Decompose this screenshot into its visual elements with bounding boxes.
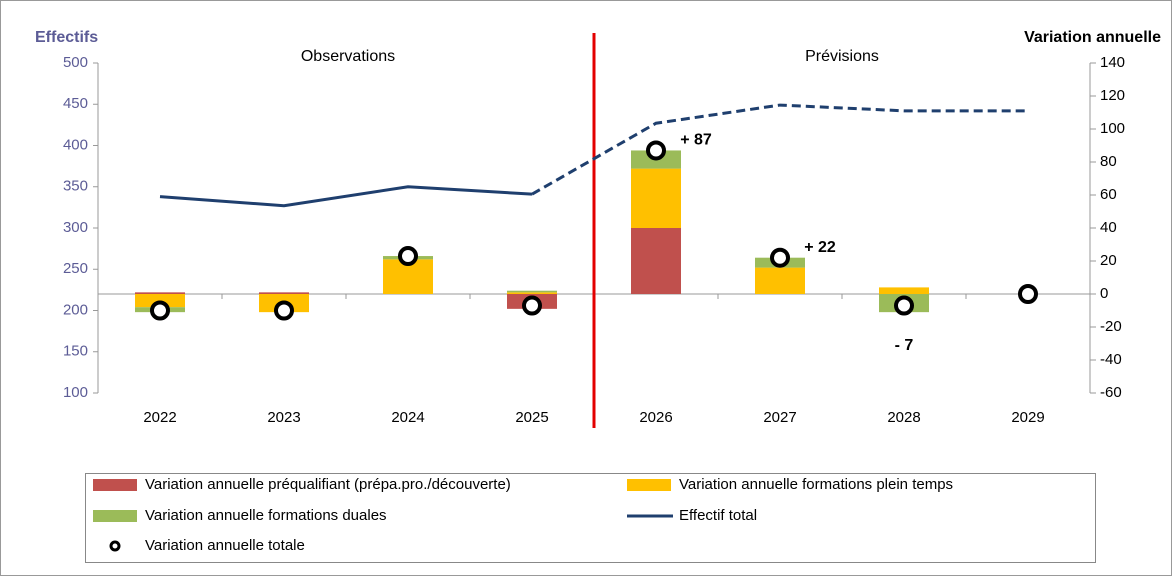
y2-tick-label: 100 [1100, 120, 1125, 137]
y2-tick-label: 60 [1100, 186, 1117, 203]
y2-tick-label: 0 [1100, 285, 1108, 302]
x-tick-label: 2029 [1011, 409, 1044, 426]
y-tick-label: 400 [63, 136, 88, 153]
x-tick-label: 2026 [639, 409, 672, 426]
bar [507, 290, 557, 293]
x-tick-label: 2022 [143, 409, 176, 426]
marker [150, 300, 170, 321]
legend-swatch [93, 479, 137, 491]
y2-tick-label: -60 [1100, 384, 1122, 401]
legend-swatch [109, 540, 121, 552]
bar [755, 267, 805, 294]
legend-label: Effectif total [679, 507, 757, 524]
y-tick-label: 350 [63, 178, 88, 195]
y-tick-label: 300 [63, 219, 88, 236]
bar [879, 287, 929, 294]
legend-label: Variation annuelle formations plein temp… [679, 476, 953, 493]
data-label: + 87 [680, 132, 712, 149]
legend-swatch [93, 510, 137, 522]
x-tick-label: 2024 [391, 409, 424, 426]
annotation: Observations [301, 48, 395, 65]
x-tick-label: 2028 [887, 409, 920, 426]
y-tick-label: 100 [63, 384, 88, 401]
legend-swatch [627, 479, 671, 491]
bar [259, 292, 309, 294]
bar [135, 292, 185, 294]
marker [398, 246, 418, 267]
marker [770, 247, 790, 268]
y-tick-label: 150 [63, 343, 88, 360]
y2-tick-label: 140 [1100, 54, 1125, 71]
y2-tick-label: 20 [1100, 252, 1117, 269]
y-tick-label: 500 [63, 54, 88, 71]
y-axis-title: Effectifs [35, 29, 98, 46]
legend-label: Variation annuelle formations duales [145, 507, 387, 524]
y2-axis-title: Variation annuelle [1024, 29, 1161, 46]
y-tick-label: 250 [63, 260, 88, 277]
y-tick-label: 200 [63, 301, 88, 318]
y2-tick-label: -20 [1100, 318, 1122, 335]
line-forecast [531, 103, 1028, 196]
marker [646, 140, 666, 161]
legend-label: Variation annuelle préqualifiant (prépa.… [145, 476, 511, 493]
marker [1018, 284, 1038, 304]
data-label: + 22 [804, 239, 836, 256]
bar [631, 168, 681, 228]
bar [507, 292, 557, 294]
y2-tick-label: 80 [1100, 153, 1117, 170]
legend-box [85, 473, 1096, 563]
x-tick-label: 2023 [267, 409, 300, 426]
marker [894, 295, 914, 316]
y-tick-label: 450 [63, 95, 88, 112]
y2-tick-label: 40 [1100, 219, 1117, 236]
data-label: - 7 [895, 337, 914, 354]
y2-tick-label: -40 [1100, 351, 1122, 368]
x-tick-label: 2025 [515, 409, 548, 426]
legend-label: Variation annuelle totale [145, 537, 305, 554]
annotation: Prévisions [805, 48, 879, 65]
x-tick-label: 2027 [763, 409, 796, 426]
marker [274, 300, 294, 321]
marker [522, 295, 542, 316]
line [159, 185, 533, 208]
bar [631, 228, 681, 294]
y2-tick-label: 120 [1100, 87, 1125, 104]
